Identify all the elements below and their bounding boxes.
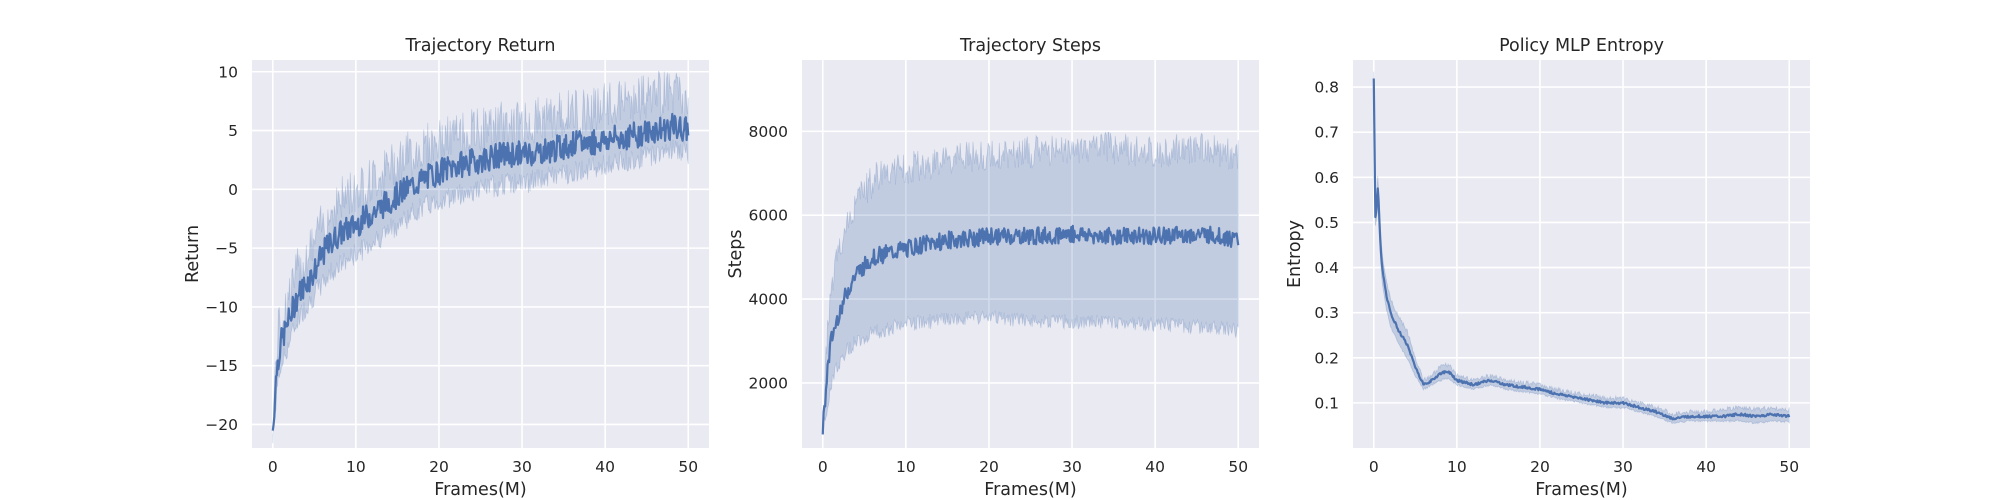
y-tick-label: 0.7 [1314,124,1339,142]
y-tick-label: 0.2 [1314,349,1339,367]
y-tick-label: 4000 [749,291,788,309]
plot-layer [1372,71,1791,425]
y-axis-label: Entropy [1285,220,1305,288]
y-tick-label: 6000 [749,207,788,225]
y-tick-label: 0 [228,181,238,199]
plot-layer [271,70,690,444]
panel-trajectory-return: 0 10 20 30 40 50 −20 −15 −10 −5 0 5 10 Trajectory R… [183,36,709,500]
plot-layer [821,131,1240,435]
y-tick-label: −15 [205,357,238,375]
y-axis-label: Steps [726,230,746,279]
y-tick-labels: 0.1 0.2 0.3 0.4 0.5 0.6 0.7 0.8 [1314,79,1339,413]
y-tick-label: 0.8 [1314,79,1339,97]
confidence-band [1373,71,1790,425]
x-tick-label: 20 [979,458,999,476]
y-tick-label: 8000 [749,123,788,141]
y-axis-label: Return [183,225,203,283]
x-axis-label: Frames(M) [434,480,526,500]
x-tick-label: 40 [595,458,615,476]
x-tick-labels: 0 10 20 30 40 50 [1369,458,1799,476]
plot-area [1353,60,1810,448]
mean-line [1372,78,1791,421]
confidence-band [272,70,689,444]
x-tick-label: 50 [1779,458,1799,476]
x-tick-label: 0 [1369,458,1379,476]
x-tick-labels: 0 10 20 30 40 50 [818,458,1248,476]
x-tick-label: 20 [1530,458,1550,476]
y-tick-label: 0.5 [1314,214,1339,232]
y-tick-labels: −20 −15 −10 −5 0 5 10 [205,63,238,434]
chart-title: Policy MLP Entropy [1499,36,1664,56]
y-tick-label: 0.4 [1314,259,1339,277]
chart-title: Trajectory Steps [959,36,1101,56]
x-tick-label: 30 [1613,458,1633,476]
x-tick-labels: 0 10 20 30 40 50 [268,458,698,476]
x-tick-label: 10 [1447,458,1467,476]
x-tick-label: 10 [346,458,366,476]
x-tick-label: 50 [1228,458,1248,476]
panel-trajectory-steps: 0 10 20 30 40 50 2000 4000 6000 8000 Trajectory … [726,36,1259,500]
chart-title: Trajectory Return [404,36,555,56]
x-tick-label: 40 [1145,458,1165,476]
y-tick-label: 0.3 [1314,304,1339,322]
y-tick-label: −20 [205,416,238,434]
y-tick-label: 2000 [749,374,788,392]
y-tick-label: −5 [215,240,238,258]
mean-line [271,112,690,431]
x-axis-label: Frames(M) [1535,480,1627,500]
x-tick-label: 30 [1062,458,1082,476]
x-tick-label: 10 [896,458,916,476]
x-tick-label: 30 [512,458,532,476]
y-tick-label: 5 [228,122,238,140]
y-tick-label: −10 [205,298,238,316]
x-tick-label: 0 [818,458,828,476]
gridlines [252,60,709,448]
x-tick-label: 50 [678,458,698,476]
x-tick-label: 0 [268,458,278,476]
y-tick-labels: 2000 4000 6000 8000 [749,123,788,393]
y-tick-label: 10 [218,63,238,81]
mean-line [821,224,1240,435]
x-tick-label: 40 [1696,458,1716,476]
gridlines [1353,60,1810,448]
y-tick-label: 0.1 [1314,394,1339,412]
x-tick-label: 20 [429,458,449,476]
panel-policy-mlp-entropy: 0 10 20 30 40 50 0.1 0.2 0.3 0.4 0.5 0.6 0.7 0.8 Pol… [1285,36,1810,500]
y-tick-label: 0.6 [1314,169,1339,187]
confidence-band [822,131,1239,431]
x-axis-label: Frames(M) [984,480,1076,500]
